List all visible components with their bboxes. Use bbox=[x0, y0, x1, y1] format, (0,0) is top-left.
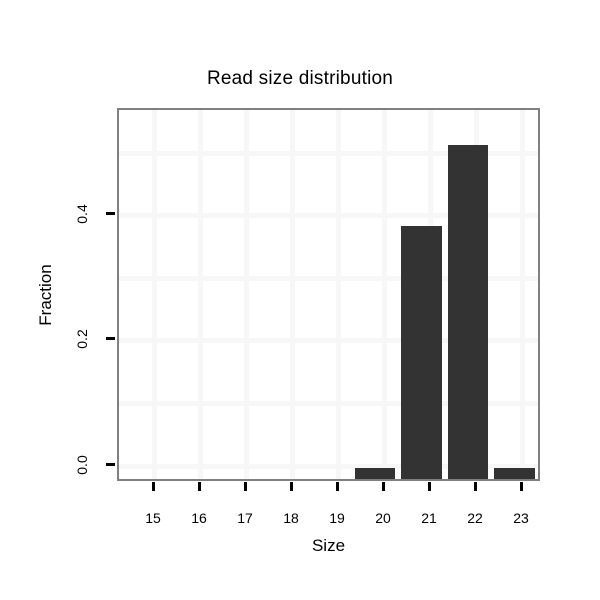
gridline-horizontal bbox=[119, 401, 538, 406]
y-tick-mark bbox=[106, 337, 115, 340]
x-tick-label: 18 bbox=[283, 510, 299, 526]
y-tick-mark bbox=[106, 212, 115, 215]
gridline-vertical bbox=[382, 110, 387, 479]
plot-panel bbox=[117, 108, 540, 481]
x-tick-label: 21 bbox=[421, 510, 437, 526]
bar-21 bbox=[401, 225, 442, 479]
x-tick-mark bbox=[152, 482, 155, 491]
x-tick-mark bbox=[336, 482, 339, 491]
bar-23 bbox=[494, 467, 535, 479]
gridline-vertical bbox=[290, 110, 295, 479]
x-tick-label: 20 bbox=[375, 510, 391, 526]
gridline-horizontal bbox=[119, 151, 538, 156]
bar-22 bbox=[447, 144, 489, 479]
bar-20 bbox=[354, 467, 396, 479]
x-tick-label: 17 bbox=[237, 510, 253, 526]
gridline-vertical bbox=[336, 110, 341, 479]
x-tick-label: 19 bbox=[329, 510, 345, 526]
x-tick-mark bbox=[520, 482, 523, 491]
y-tick-label: 0.0 bbox=[74, 455, 90, 475]
x-tick-label: 23 bbox=[513, 510, 529, 526]
y-axis-title: Fraction bbox=[36, 264, 55, 326]
x-tick-label: 15 bbox=[145, 510, 161, 526]
x-tick-mark bbox=[382, 482, 385, 491]
y-tick-label: 0.2 bbox=[74, 329, 90, 349]
x-tick-mark bbox=[428, 482, 431, 491]
chart-title: Read size distribution bbox=[206, 68, 394, 89]
x-tick-mark bbox=[198, 482, 201, 491]
x-tick-mark bbox=[244, 482, 247, 491]
x-tick-mark bbox=[474, 482, 477, 491]
gridline-vertical bbox=[520, 110, 525, 479]
gridline-horizontal bbox=[119, 276, 538, 281]
gridline-vertical bbox=[198, 110, 203, 479]
y-tick-label: 0.4 bbox=[74, 204, 90, 224]
gridline-horizontal bbox=[119, 464, 538, 469]
x-tick-label: 22 bbox=[467, 510, 483, 526]
gridline-horizontal bbox=[119, 338, 538, 343]
gridline-vertical bbox=[244, 110, 249, 479]
x-tick-mark bbox=[290, 482, 293, 491]
x-tick-label: 16 bbox=[191, 510, 207, 526]
y-tick-mark bbox=[106, 463, 115, 466]
x-axis-title: Size bbox=[311, 536, 346, 555]
gridline-vertical bbox=[152, 110, 157, 479]
gridline-horizontal bbox=[119, 213, 538, 218]
